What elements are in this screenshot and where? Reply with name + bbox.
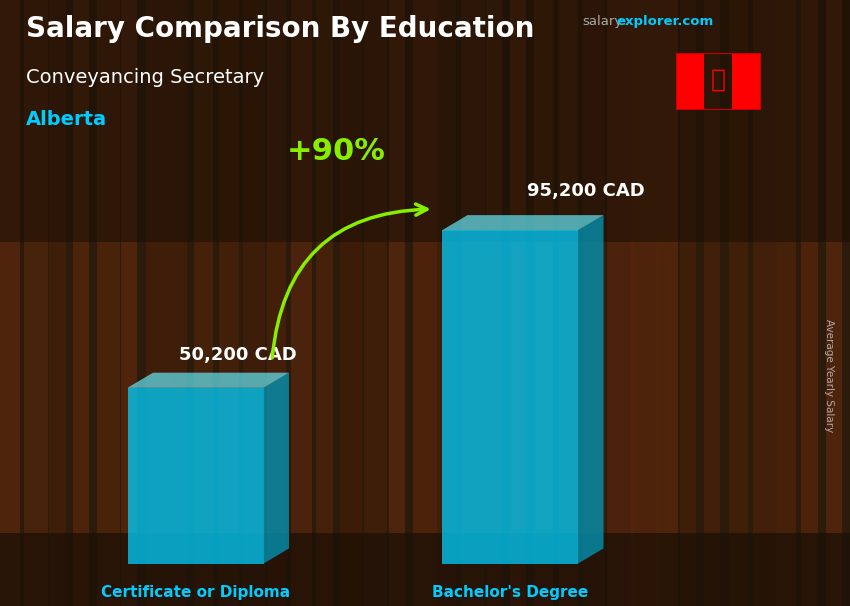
- Bar: [680, 0, 696, 606]
- Bar: [485, 0, 502, 606]
- Bar: [267, 0, 286, 606]
- Text: Bachelor's Degree: Bachelor's Degree: [432, 585, 588, 600]
- Bar: [825, 0, 842, 606]
- Bar: [315, 0, 333, 606]
- Polygon shape: [128, 373, 289, 388]
- Bar: [25, 0, 48, 606]
- Bar: [388, 0, 405, 606]
- Text: 50,200 CAD: 50,200 CAD: [178, 345, 297, 364]
- Text: Salary Comparison By Education: Salary Comparison By Education: [26, 15, 534, 43]
- Text: 95,200 CAD: 95,200 CAD: [527, 182, 645, 200]
- Bar: [73, 0, 89, 606]
- Bar: [243, 0, 265, 606]
- Bar: [218, 0, 239, 606]
- Text: Conveyancing Secretary: Conveyancing Secretary: [26, 68, 264, 87]
- Bar: [558, 0, 578, 606]
- Polygon shape: [128, 388, 264, 564]
- Bar: [0, 0, 20, 606]
- Text: Average Yearly Salary: Average Yearly Salary: [824, 319, 834, 432]
- Bar: [145, 0, 171, 606]
- Bar: [0, 0, 850, 242]
- Polygon shape: [676, 53, 704, 110]
- Bar: [437, 0, 456, 606]
- Text: +90%: +90%: [286, 137, 385, 166]
- Bar: [583, 0, 604, 606]
- Bar: [655, 0, 678, 606]
- Polygon shape: [442, 230, 578, 564]
- Bar: [195, 0, 213, 606]
- Text: explorer.com: explorer.com: [616, 15, 713, 28]
- Bar: [802, 0, 819, 606]
- Bar: [48, 0, 65, 606]
- Text: salary: salary: [582, 15, 622, 28]
- Bar: [535, 0, 552, 606]
- Bar: [777, 0, 796, 606]
- Bar: [365, 0, 387, 606]
- Bar: [753, 0, 778, 606]
- Bar: [728, 0, 749, 606]
- Bar: [292, 0, 312, 606]
- Text: Alberta: Alberta: [26, 110, 106, 129]
- FancyArrowPatch shape: [272, 204, 427, 358]
- Bar: [122, 0, 137, 606]
- Bar: [510, 0, 525, 606]
- Polygon shape: [264, 373, 289, 564]
- Bar: [462, 0, 484, 606]
- Bar: [340, 0, 362, 606]
- Bar: [0, 533, 850, 606]
- Bar: [632, 0, 658, 606]
- Bar: [607, 0, 634, 606]
- Bar: [170, 0, 188, 606]
- Polygon shape: [578, 215, 603, 564]
- Polygon shape: [733, 53, 761, 110]
- Bar: [413, 0, 439, 606]
- Text: 🍁: 🍁: [711, 68, 726, 92]
- Bar: [705, 0, 720, 606]
- Text: Certificate or Diploma: Certificate or Diploma: [101, 585, 290, 600]
- Bar: [97, 0, 120, 606]
- Polygon shape: [442, 215, 604, 230]
